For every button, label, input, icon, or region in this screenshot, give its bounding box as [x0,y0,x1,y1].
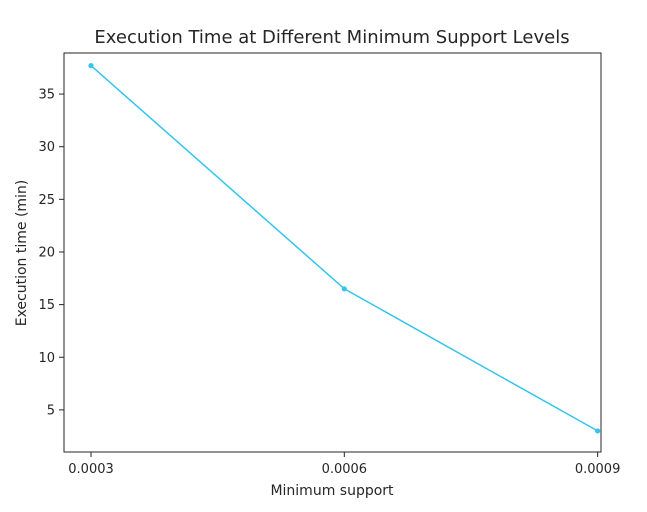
data-point [88,63,94,69]
y-tick-label: 10 [38,351,55,366]
y-tick-label: 25 [38,193,55,208]
y-tick-label: 20 [38,245,55,260]
y-tick-label: 15 [38,298,55,313]
y-axis: 5 10 15 20 25 30 35 [38,88,64,418]
x-tick-label: 0.0006 [322,462,368,477]
y-tick-label: 5 [47,403,55,418]
x-tick-label: 0.0009 [575,462,621,477]
data-point [341,286,347,292]
data-point [595,428,601,434]
series-line [90,65,598,432]
series-layer [88,63,601,434]
y-tick-label: 30 [38,140,55,155]
chart-title: Execution Time at Different Minimum Supp… [94,27,569,48]
x-axis-label: Minimum support [270,483,394,499]
plot-frame [63,52,602,453]
x-tick-label: 0.0003 [68,462,114,477]
y-axis-label: Execution time (min) [14,180,30,327]
x-axis: 0.0003 0.0006 0.0009 [68,452,620,477]
y-tick-label: 35 [38,88,55,103]
